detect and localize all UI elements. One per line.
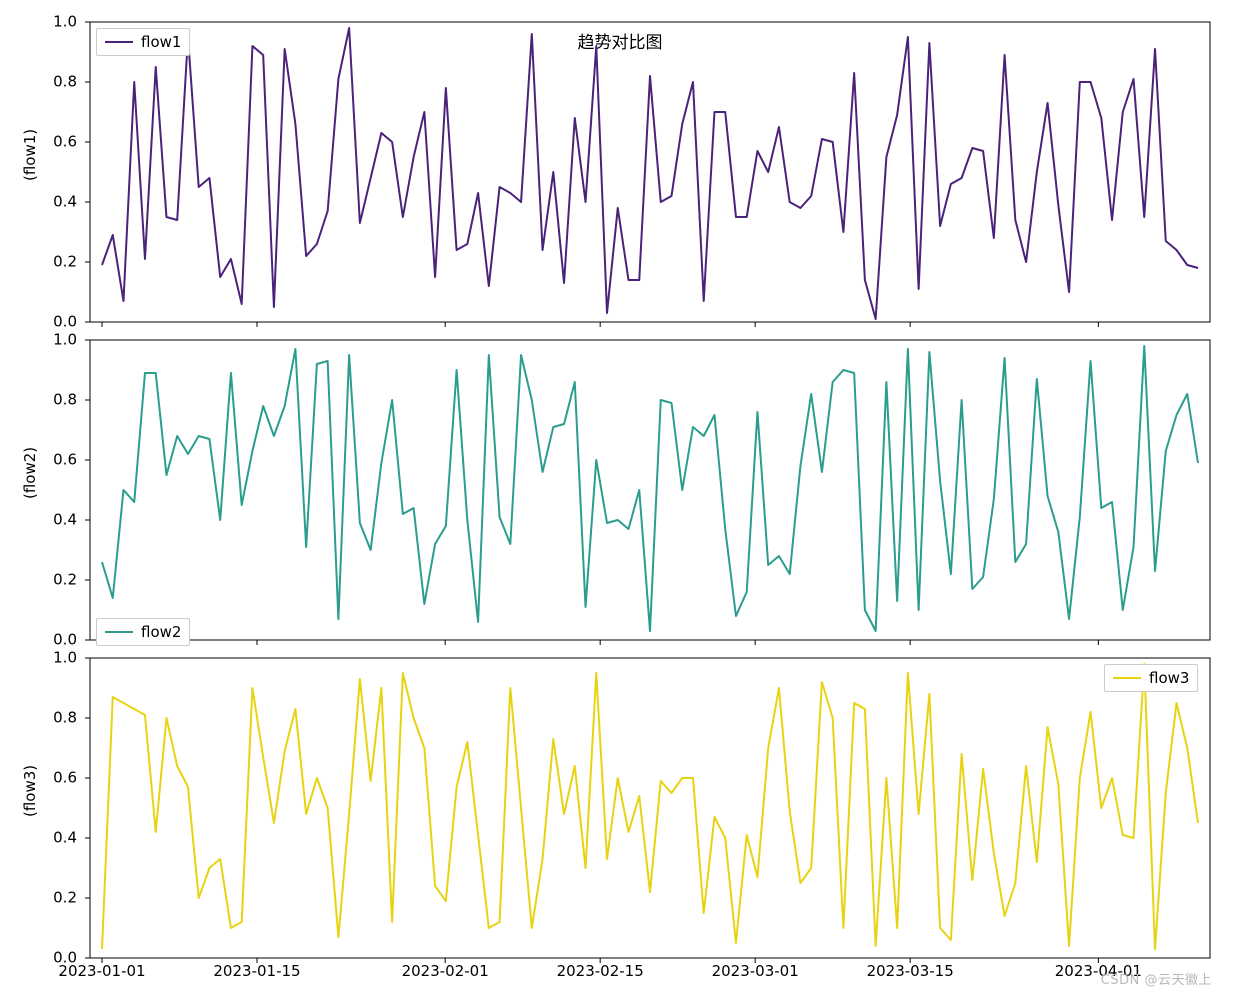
legend-label-flow2: flow2 [141,623,181,641]
svg-text:0.0: 0.0 [53,313,77,331]
xtick-label: 2023-04-01 [1055,962,1142,980]
xtick-label: 2023-03-15 [867,962,954,980]
svg-text:0.4: 0.4 [53,829,77,847]
xtick-label: 2023-02-01 [402,962,489,980]
ylabel-flow3: (flow3) [21,797,39,817]
svg-text:0.8: 0.8 [53,73,77,91]
legend-flow3: flow3 [1104,664,1198,692]
svg-text:0.2: 0.2 [53,253,77,271]
legend-label-flow3: flow3 [1149,669,1189,687]
svg-text:1.0: 1.0 [53,13,77,31]
svg-text:1.0: 1.0 [53,331,77,349]
xtick-label: 2023-02-15 [557,962,644,980]
legend-swatch-flow1 [105,41,133,43]
legend-flow2: flow2 [96,618,190,646]
svg-text:1.0: 1.0 [53,649,77,667]
subplot-flow1: 0.00.20.40.60.81.0 [90,22,1210,322]
svg-text:0.8: 0.8 [53,709,77,727]
svg-text:0.6: 0.6 [53,451,77,469]
svg-text:0.6: 0.6 [53,133,77,151]
line-flow1 [102,28,1198,319]
legend-swatch-flow2 [105,631,133,633]
ylabel-flow1: (flow1) [21,161,39,181]
figure: 趋势对比图 0.00.20.40.60.81.0 (flow1) flow1 0… [0,0,1240,1006]
legend-swatch-flow3 [1113,677,1141,679]
svg-text:0.8: 0.8 [53,391,77,409]
line-flow2 [102,346,1198,631]
subplot-flow3: 0.00.20.40.60.81.0 [90,658,1210,958]
legend-label-flow1: flow1 [141,33,181,51]
svg-text:0.0: 0.0 [53,631,77,649]
ylabel-flow2: (flow2) [21,479,39,499]
svg-text:0.2: 0.2 [53,889,77,907]
x-axis-ticks: 2023-01-012023-01-152023-02-012023-02-15… [90,962,1210,986]
line-flow3 [102,664,1198,949]
svg-text:0.2: 0.2 [53,571,77,589]
svg-text:0.4: 0.4 [53,193,77,211]
svg-text:0.4: 0.4 [53,511,77,529]
legend-flow1: flow1 [96,28,190,56]
xtick-label: 2023-01-01 [58,962,145,980]
xtick-label: 2023-01-15 [213,962,300,980]
subplot-flow2: 0.00.20.40.60.81.0 [90,340,1210,640]
xtick-label: 2023-03-01 [712,962,799,980]
svg-text:0.6: 0.6 [53,769,77,787]
